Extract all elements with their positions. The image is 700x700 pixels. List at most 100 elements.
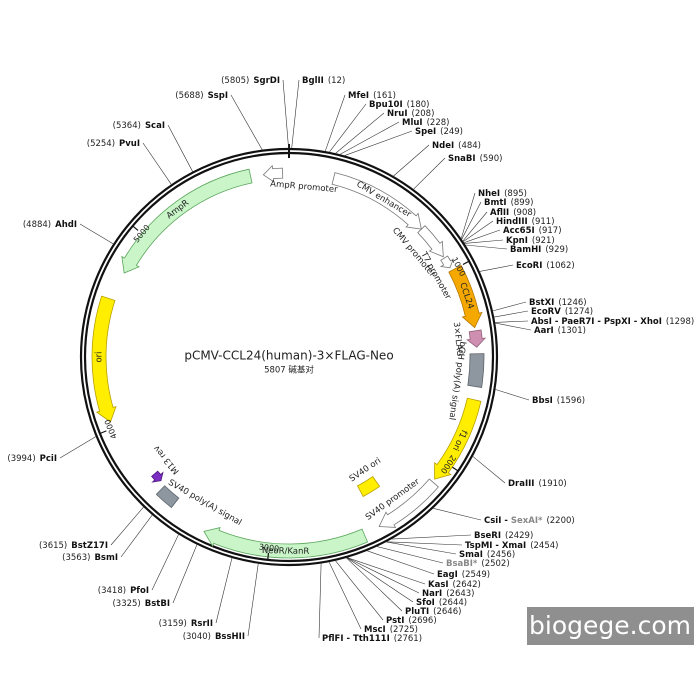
scale-tick — [452, 466, 459, 472]
site-name: SspI — [208, 91, 228, 101]
site-name: BmtI — [484, 198, 507, 208]
site-label: NdeI (484) — [432, 141, 481, 151]
site-name: BstBI — [145, 599, 170, 609]
feature — [151, 470, 164, 483]
site-label: SfoI (2644) — [416, 598, 467, 608]
site-position: (1301) — [558, 326, 586, 336]
plasmid-size: 5807 碱基对 — [264, 365, 314, 376]
plasmid-name: pCMV-CCL24(human)-3×FLAG-Neo — [184, 349, 393, 363]
site-name: BsmI — [94, 553, 118, 563]
site-position: (2644) — [439, 598, 467, 608]
feature-label: NeoR/KanR — [262, 546, 310, 557]
site-name: SfoI — [416, 598, 435, 608]
scale-tick — [132, 225, 139, 231]
site-position: (908) — [513, 208, 536, 218]
watermark-box — [527, 607, 694, 645]
site-name: CsiI - — [484, 516, 508, 526]
site-line — [247, 563, 259, 637]
site-position: (911) — [532, 217, 555, 227]
site-line — [291, 79, 300, 149]
site-position: (929) — [545, 245, 568, 255]
site-line — [492, 301, 527, 312]
site-label: BglII (12) — [302, 76, 345, 86]
site-label: (3994) PciI — [7, 454, 57, 464]
site-line — [318, 563, 322, 639]
site-position: (1274) — [565, 307, 593, 317]
site-name: Acc65I — [503, 226, 535, 236]
site-position: (5805) — [221, 76, 249, 86]
site-name: KpnI — [506, 236, 528, 246]
site-name: BstXI — [529, 298, 554, 308]
site-line — [120, 514, 153, 558]
site-label: NheI (895) — [478, 189, 527, 199]
feature — [439, 255, 454, 269]
site-position: (2646) — [433, 607, 461, 617]
site-line — [464, 239, 504, 244]
site-name: AarI — [534, 326, 554, 336]
site-position: (1298) — [666, 317, 694, 327]
site-line — [347, 557, 420, 594]
site-label: AarI (1301) — [534, 326, 586, 336]
site-name: PciI — [40, 454, 57, 464]
site-line — [465, 244, 508, 250]
site-line — [335, 112, 385, 154]
site-line — [142, 142, 172, 185]
feature — [356, 476, 381, 498]
site-position: (3418) — [98, 586, 126, 596]
feature — [467, 353, 485, 388]
site-name: BstZ17I — [71, 541, 108, 551]
site-position: (249) — [440, 127, 463, 137]
site-position: (484) — [458, 141, 481, 151]
site-label: BbsI (1596) — [532, 396, 585, 406]
site-label: (3325) BstBI — [112, 599, 170, 609]
site-name: EcoRI — [516, 261, 542, 271]
site-line — [386, 541, 463, 546]
site-label: BamHI (929) — [510, 245, 568, 255]
site-name: PluTI — [405, 607, 429, 617]
site-name: RsrII — [191, 619, 213, 629]
site-name: NheI — [478, 189, 500, 199]
site-name: BssHII — [215, 632, 245, 642]
site-name: BamHI — [510, 245, 541, 255]
site-position: (12) — [328, 76, 345, 86]
site-name: EagI — [437, 570, 458, 580]
site-position: (590) — [480, 154, 503, 164]
site-position: (917) — [539, 226, 562, 236]
site-name: SnaBI — [448, 154, 476, 164]
site-name: PflFI - Tth111I — [322, 634, 390, 644]
site-position: (5688) — [175, 91, 203, 101]
site-label: HindIII (911) — [496, 217, 555, 227]
site-line — [376, 546, 444, 564]
site-label: EcoRV (1274) — [531, 307, 593, 317]
site-line — [461, 201, 482, 240]
site-name: PfoI — [130, 586, 149, 596]
site-line — [59, 436, 96, 459]
site-name: MfeI — [348, 91, 369, 101]
site-label: BsaBI* (2502) — [446, 559, 510, 569]
site-line — [329, 103, 367, 153]
site-name: ScaI — [145, 121, 165, 131]
feature-label: M13 rev — [152, 443, 182, 476]
feature — [448, 264, 483, 329]
site-position: (4884) — [23, 220, 51, 230]
site-label: Bpu10I (180) — [369, 100, 429, 110]
site-label: EcoRI (1062) — [516, 261, 575, 271]
site-name: PvuI — [119, 139, 140, 149]
site-name: EcoRV — [531, 307, 561, 317]
site-label: (3418) PfoI — [98, 586, 149, 596]
site-position: (3040) — [183, 632, 211, 642]
scale-label: 4000 — [103, 418, 119, 440]
site-label: (5254) PvuI — [87, 139, 140, 149]
feature — [155, 485, 180, 509]
site-name: AflII — [490, 208, 509, 218]
site-position: (1910) — [538, 479, 566, 489]
site-label: PstI (2696) — [386, 616, 437, 626]
site-position: (3563) — [62, 553, 90, 563]
site-line — [110, 506, 144, 546]
feature — [466, 329, 487, 348]
feature — [378, 478, 439, 528]
site-position: (2454) — [530, 541, 558, 551]
scale-tick — [99, 430, 107, 435]
scale-tick — [267, 552, 270, 560]
site-name: Bpu10I — [369, 100, 403, 110]
